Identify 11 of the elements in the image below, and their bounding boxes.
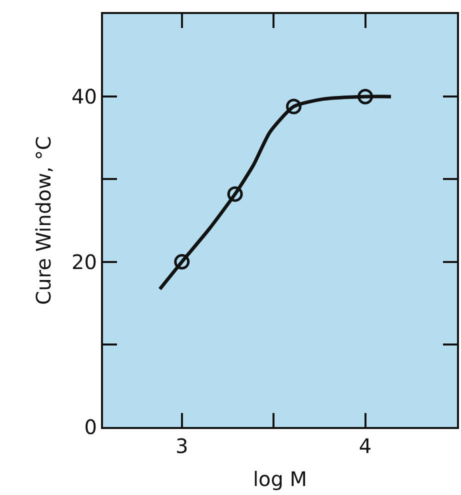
point <box>227 186 243 202</box>
x-tick-label: 3 <box>176 434 188 458</box>
point <box>286 98 302 114</box>
point <box>174 254 190 270</box>
y-tick-label: 0 <box>84 415 97 439</box>
y-tick-label: 20 <box>72 250 97 274</box>
x-axis-title: log M <box>252 467 308 491</box>
y-axis-title: Cure Window, °C <box>32 136 56 305</box>
x-tick-label: 4 <box>358 434 372 458</box>
point <box>358 88 374 104</box>
y-tick-label: 40 <box>72 84 97 109</box>
